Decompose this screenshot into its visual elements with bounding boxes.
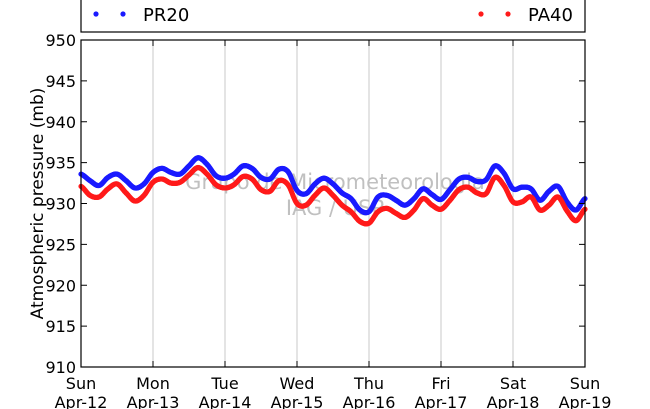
x-axis: SunApr-12MonApr-13TueApr-14WedApr-15ThuA…: [55, 40, 612, 409]
series-pa40: [78, 164, 588, 227]
legend-label-pa40: PA40: [528, 5, 573, 26]
y-tick-label: 935: [45, 154, 76, 173]
y-tick-label: 940: [45, 113, 76, 132]
y-tick-label: 950: [45, 31, 76, 50]
x-tick-label-day: Thu: [353, 374, 384, 393]
x-tick-label-day: Fri: [431, 374, 450, 393]
y-axis-label: Atmospheric pressure (mb): [28, 88, 48, 320]
data-series: [78, 155, 588, 227]
x-tick-label-day: Tue: [210, 374, 238, 393]
x-tick-label-day: Sat: [500, 374, 526, 393]
x-tick-label-date: Apr-12: [55, 393, 108, 409]
legend-marker-pa40-b: [505, 11, 511, 17]
x-tick-label-date: Apr-16: [343, 393, 396, 409]
y-tick-label: 915: [45, 317, 76, 336]
x-tick-label-date: Apr-13: [127, 393, 180, 409]
legend-frame: [80, 0, 586, 33]
x-tick-label-date: Apr-19: [559, 393, 612, 409]
x-tick-label-date: Apr-17: [415, 393, 468, 409]
x-tick-label-day: Sun: [570, 374, 600, 393]
x-tick-label-day: Mon: [136, 374, 170, 393]
series-pr20: [78, 155, 588, 216]
y-tick-label: 925: [45, 235, 76, 254]
x-tick-label-date: Apr-18: [487, 393, 540, 409]
x-tick-label-day: Wed: [280, 374, 315, 393]
y-axis: 910 915 920 925 930 935 940 945 950: [45, 31, 585, 377]
y-tick-label: 910: [45, 358, 76, 377]
y-tick-label: 920: [45, 276, 76, 295]
legend-marker-pr20-b: [120, 11, 126, 17]
legend-marker-pr20: [93, 11, 99, 17]
legend-label-pr20: PR20: [143, 5, 189, 26]
legend-marker-pa40: [478, 11, 484, 17]
x-tick-label-date: Apr-15: [271, 393, 324, 409]
x-tick-label-date: Apr-14: [199, 393, 252, 409]
x-tick-label-day: Sun: [66, 374, 96, 393]
y-tick-label: 930: [45, 195, 76, 214]
y-tick-label: 945: [45, 72, 76, 91]
legend: PR20 PA40: [80, 0, 586, 33]
